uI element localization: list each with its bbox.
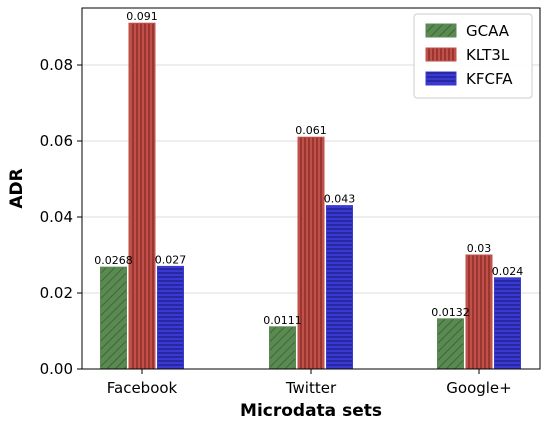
- legend-label-klt3l: KLT3L: [466, 46, 510, 64]
- y-axis: 0.00 0.02 0.04 0.06 0.08: [40, 56, 82, 378]
- bar-gcaa-facebook: [100, 266, 127, 370]
- data-label-gcaa-google: 0.0132: [431, 306, 470, 319]
- bar-kfcfa-facebook: [157, 265, 184, 370]
- y-tick-label: 0.04: [40, 208, 73, 226]
- bar-gcaa-google: [437, 318, 464, 370]
- x-tick-label-twitter: Twitter: [285, 379, 337, 397]
- legend-label-kfcfa: KFCFA: [466, 70, 513, 88]
- x-tick-label-google: Google+: [446, 379, 511, 397]
- y-tick-label: 0.00: [40, 360, 73, 378]
- legend-label-gcaa: GCAA: [466, 22, 510, 40]
- y-tick-label: 0.02: [40, 284, 73, 302]
- bar-klt3l-twitter: [297, 136, 325, 370]
- data-label-gcaa-twitter: 0.0111: [263, 314, 302, 327]
- bar-gcaa-twitter: [269, 326, 296, 370]
- bars: [100, 22, 521, 370]
- bar-klt3l-google: [465, 254, 493, 370]
- x-axis-title: Microdata sets: [240, 401, 382, 421]
- legend: GCAA KLT3L KFCFA: [413, 13, 533, 99]
- data-label-klt3l-facebook: 0.091: [126, 10, 158, 23]
- bar-kfcfa-twitter: [326, 205, 353, 370]
- data-label-klt3l-google: 0.03: [467, 242, 492, 255]
- y-tick-label: 0.06: [40, 132, 73, 150]
- data-label-kfcfa-twitter: 0.043: [324, 193, 356, 206]
- y-axis-title: ADR: [7, 168, 27, 208]
- data-label-kfcfa-facebook: 0.027: [155, 253, 187, 266]
- data-label-klt3l-twitter: 0.061: [295, 124, 327, 137]
- data-label-kfcfa-google: 0.024: [492, 265, 524, 278]
- legend-swatch-kfcfa: [425, 71, 457, 86]
- legend-swatch-gcaa: [425, 23, 457, 38]
- x-tick-label-facebook: Facebook: [107, 379, 178, 397]
- bar-kfcfa-google: [494, 277, 521, 370]
- legend-swatch-klt3l: [425, 47, 457, 62]
- data-label-gcaa-facebook: 0.0268: [94, 254, 133, 267]
- data-labels: 0.0268 0.0111 0.0132 0.091 0.061 0.03 0.027 0.0…: [94, 10, 523, 327]
- y-tick-label: 0.08: [40, 56, 73, 74]
- bar-klt3l-facebook: [128, 22, 156, 370]
- x-axis: Facebook Twitter Google+: [107, 369, 512, 397]
